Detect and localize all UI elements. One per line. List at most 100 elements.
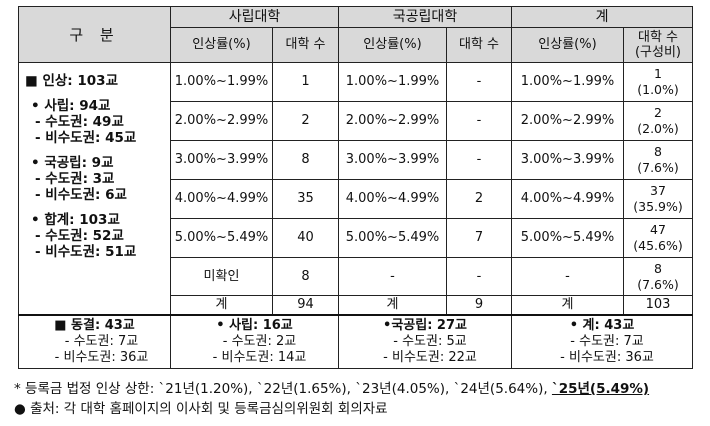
total-count-cell: 1 (1.0%): [622, 62, 694, 102]
tuition-table: 구 분 사립대학 국공립대학 계 인상률(%) 대학 수 인상률(%) 대학 수…: [18, 6, 694, 369]
raised-title: ■ 인상: 103교: [25, 73, 118, 89]
private-rate-cell: 미확인: [170, 257, 273, 296]
private-count-cell: 2: [272, 101, 339, 141]
header-private-rate: 인상률(%): [170, 27, 273, 63]
frozen-title: ■ 동결: 43교: [54, 318, 135, 333]
raised-private: • 사립: 94교: [31, 98, 111, 114]
private-count-cell: 1: [272, 62, 339, 102]
public-total-count: 9: [446, 295, 512, 316]
total-count-cell: 8 (7.6%): [622, 257, 694, 296]
total-rate-cell: -: [511, 257, 624, 296]
total-rate-cell: 2.00%~2.99%: [511, 101, 624, 141]
public-rate-cell: -: [338, 257, 447, 296]
footnotes: * 등록금 법정 인상 상한: `21년(1.20%), `22년(1.65%)…: [14, 379, 649, 419]
public-rate-cell: 3.00%~3.99%: [338, 140, 447, 180]
total-count-pct: (7.6%): [637, 276, 679, 292]
private-rate-cell: 2.00%~2.99%: [170, 101, 273, 141]
raised-public-capital: - 수도권: 3교: [35, 171, 115, 187]
frozen-total-noncapital: - 비수도권: 36교: [560, 350, 654, 365]
total-count-cell: 47 (45.6%): [622, 218, 694, 258]
private-total-label: 계: [170, 295, 273, 316]
header-public: 국공립대학: [338, 6, 512, 28]
frozen-summary: ■ 동결: 43교 - 수도권: 7교 - 비수도권: 36교: [18, 314, 171, 369]
public-count-cell: -: [446, 62, 512, 102]
raised-total: • 합계: 103교: [31, 212, 120, 228]
private-count-cell: 8: [272, 257, 339, 296]
frozen-total-capital: - 수도권: 7교: [570, 334, 644, 349]
total-count-value: 1: [654, 66, 662, 81]
totals-row: 계 94 계 9 계 103: [19, 295, 694, 316]
total-count-cell: 8 (7.6%): [622, 140, 694, 180]
header-total-rate: 인상률(%): [511, 27, 624, 63]
header-private-count: 대학 수: [272, 27, 339, 63]
header-total: 계: [510, 6, 694, 28]
header-total-count-line2: (구성비): [634, 45, 682, 60]
header-public-rate: 인상률(%): [338, 27, 447, 63]
public-rate-cell: 5.00%~5.49%: [338, 218, 447, 258]
public-rate-cell: 1.00%~1.99%: [338, 62, 447, 102]
frozen-private-noncapital: - 비수도권: 14교: [212, 350, 307, 365]
frozen-private-title: • 사립: 16교: [216, 318, 293, 333]
header-gubun: 구 분: [18, 6, 171, 63]
private-total-count: 94: [272, 295, 339, 316]
private-rate-cell: 5.00%~5.49%: [170, 218, 273, 258]
public-count-cell: 7: [446, 218, 512, 258]
raised-private-capital: - 수도권: 49교: [35, 114, 124, 130]
frozen-public: •국공립: 27교 - 수도권: 5교 - 비수도권: 22교: [338, 314, 512, 369]
total-count-value: 8: [654, 144, 662, 159]
total-count-value: 47: [650, 222, 666, 237]
raised-total-noncapital: - 비수도권: 51교: [35, 244, 137, 260]
frozen-capital: - 수도권: 7교: [64, 334, 139, 349]
public-count-cell: -: [446, 101, 512, 141]
table-row: 3.00%~3.99% 8 3.00%~3.99% - 3.00%~3.99% …: [19, 140, 694, 180]
raised-public-noncapital: - 비수도권: 6교: [35, 187, 127, 203]
private-rate-cell: 3.00%~3.99%: [170, 140, 273, 180]
frozen-public-noncapital: - 비수도권: 22교: [383, 350, 477, 365]
total-rate-cell: 5.00%~5.49%: [511, 218, 624, 258]
public-rate-cell: 2.00%~2.99%: [338, 101, 447, 141]
raised-total-capital: - 수도권: 52교: [35, 228, 124, 244]
total-count-pct: (2.0%): [637, 121, 679, 136]
frozen-public-capital: - 수도권: 5교: [393, 334, 467, 349]
total-count-pct: (7.6%): [637, 160, 679, 175]
grand-total-count: 103: [622, 295, 694, 316]
public-count-cell: -: [446, 257, 512, 296]
private-rate-cell: 4.00%~4.99%: [170, 179, 273, 219]
total-count-value: 8: [654, 260, 662, 276]
private-rate-cell: 1.00%~1.99%: [170, 62, 273, 102]
table-row: 5.00%~5.49% 40 5.00%~5.49% 7 5.00%~5.49%…: [19, 218, 694, 258]
total-count-cell: 37 (35.9%): [622, 179, 694, 219]
tuition-cap-2025: `25년(5.49%): [551, 381, 650, 397]
private-count-cell: 8: [272, 140, 339, 180]
table-row: 4.00%~4.99% 35 4.00%~4.99% 2 4.00%~4.99%…: [19, 179, 694, 219]
total-rate-cell: 3.00%~3.99%: [511, 140, 624, 180]
frozen-private-capital: - 수도권: 2교: [222, 334, 297, 349]
total-rate-cell: 1.00%~1.99%: [511, 62, 624, 102]
grand-total-label: 계: [511, 295, 624, 316]
tuition-cap-note-text: * 등록금 법정 인상 상한: `21년(1.20%), `22년(1.65%)…: [14, 381, 552, 397]
frozen-noncapital: - 비수도권: 36교: [54, 350, 149, 365]
total-count-cell: 2 (2.0%): [622, 101, 694, 141]
frozen-total: • 계: 43교 - 수도권: 7교 - 비수도권: 36교: [510, 314, 694, 369]
public-total-label: 계: [338, 295, 447, 316]
public-rate-cell: 4.00%~4.99%: [338, 179, 447, 219]
public-count-cell: 2: [446, 179, 512, 219]
frozen-private: • 사립: 16교 - 수도권: 2교 - 비수도권: 14교: [170, 314, 339, 369]
private-count-cell: 40: [272, 218, 339, 258]
source-note: ● 출처: 각 대학 홈페이지의 이사회 및 등록금심의위원회 회의자료: [14, 401, 388, 417]
total-count-pct: (1.0%): [637, 82, 679, 97]
total-count-value: 2: [654, 105, 662, 120]
raised-public: • 국공립: 9교: [31, 155, 114, 171]
total-count-pct: (45.6%): [633, 238, 683, 253]
total-count-pct: (35.9%): [633, 199, 683, 214]
header-total-count: 대학 수 (구성비): [622, 27, 694, 63]
frozen-row: ■ 동결: 43교 - 수도권: 7교 - 비수도권: 36교 • 사립: 16…: [18, 314, 694, 369]
table-row: 미확인 8 - - - 8 (7.6%): [19, 257, 694, 296]
header-private: 사립대학: [170, 6, 339, 28]
header-total-count-line1: 대학 수: [638, 30, 679, 45]
tuition-cap-note: * 등록금 법정 인상 상한: `21년(1.20%), `22년(1.65%)…: [14, 379, 649, 399]
public-count-cell: -: [446, 140, 512, 180]
raised-private-noncapital: - 비수도권: 45교: [35, 130, 137, 146]
raised-summary: ■ 인상: 103교 • 사립: 94교 - 수도권: 49교 - 비수도권: …: [18, 62, 171, 316]
